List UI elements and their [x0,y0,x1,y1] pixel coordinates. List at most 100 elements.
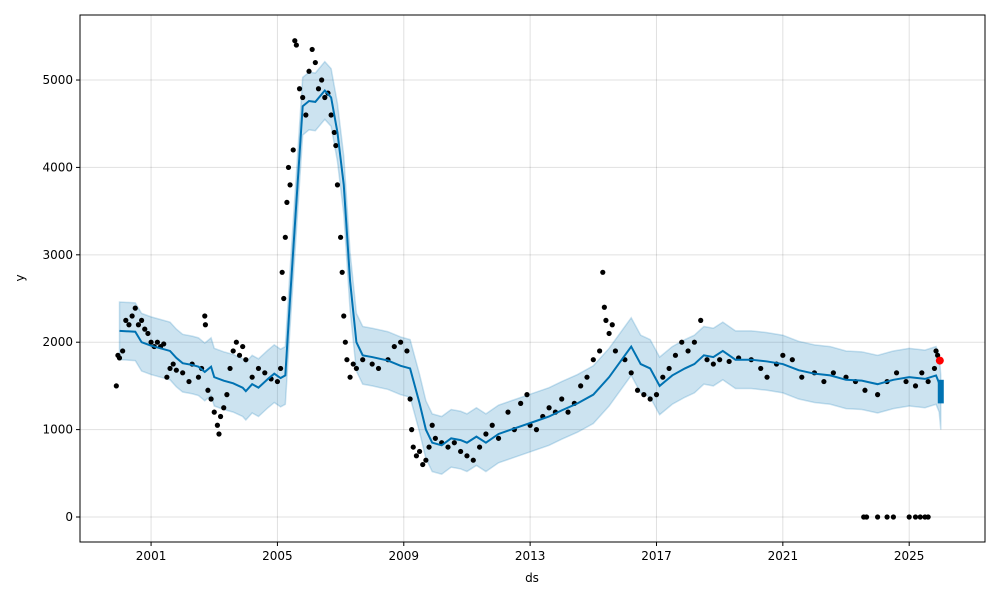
observed-point [344,357,350,363]
observed-point [170,361,176,367]
observed-point [274,378,281,385]
observed-point [113,383,119,389]
observed-point [284,199,290,205]
observed-point [167,365,173,372]
observed-point [603,317,609,323]
observed-point [208,396,214,402]
forecast-line [119,88,944,447]
observed-point [309,46,315,53]
observed-point [249,374,255,380]
observed-point [202,322,209,328]
observed-point [360,357,366,363]
observed-point [606,330,612,337]
y-tick-label: 5000 [42,73,73,87]
observed-point [333,142,339,149]
observed-point [319,77,325,83]
observed-point [138,317,145,323]
highlight-point [935,356,944,365]
observed-point [236,352,243,358]
observed-point [789,357,795,363]
observed-point [601,304,607,310]
observed-point [116,355,123,361]
observed-point [328,112,334,118]
observed-point [281,295,287,302]
observed-point [224,392,230,398]
observed-point [799,374,805,380]
observed-point [195,374,202,380]
observed-point [830,370,836,376]
observed-point [202,313,208,319]
observed-point [300,94,306,101]
observed-point [612,348,619,354]
observed-point [780,352,786,358]
observed-point [216,431,222,437]
observed-point [211,409,217,415]
x-tick-label: 2005 [262,549,293,563]
observed-point [533,427,540,433]
observed-point [821,378,827,385]
observed-point [334,182,341,188]
observed-point [217,413,224,420]
observed-point [407,396,413,402]
observed-point [931,365,938,372]
observed-point [862,387,868,393]
observed-point [634,387,641,393]
observed-point [884,514,890,520]
x-tick-label: 2017 [641,549,672,563]
observed-point [350,361,356,367]
observed-point [647,396,653,402]
x-tick-label: 2009 [389,549,420,563]
observed-point [255,365,262,372]
observed-point [423,457,429,463]
forecast-segment [937,379,944,404]
observed-point [590,357,596,363]
observed-point [180,370,186,376]
x-axis-label: ds [525,571,539,585]
observed-point [672,352,679,358]
observed-point [375,365,382,372]
observed-point [322,94,328,101]
x-tick-label: 2013 [515,549,546,563]
observed-point [925,514,931,520]
observed-point [341,313,347,319]
observed-point [903,378,909,385]
y-tick-label: 1000 [42,423,73,437]
observed-point [546,405,552,411]
observed-point [912,514,919,520]
observed-point [404,348,410,354]
observed-point [277,365,284,372]
observed-point [565,409,571,415]
observed-point [161,341,167,347]
observed-point [609,322,615,328]
observed-point [410,444,416,450]
observed-point [429,422,435,428]
plot-frame [79,14,986,543]
observed-point [584,374,590,380]
observed-point [597,348,603,354]
observed-point [464,453,470,459]
x-tick-label: 2001 [136,549,167,563]
y-axis-ticks: 0 1000 2000 3000 4000 5000 [42,73,80,524]
observed-point [758,365,764,372]
x-axis-ticks: 2001 2005 2009 2013 2017 2021 2025 [136,542,924,563]
observed-point [925,378,931,385]
observed-point [285,164,292,171]
observed-point [489,422,495,428]
observed-point [279,269,285,275]
plot-area [80,15,985,542]
observed-point [315,86,322,92]
observed-point [764,374,770,380]
uncertainty-band [118,60,942,476]
observed-point [398,339,404,345]
observed-point [420,461,426,468]
observed-point [243,357,249,363]
observed-point [691,339,697,345]
observed-point [409,427,415,433]
observed-point [559,396,565,402]
observed-point [912,383,919,389]
grid [80,15,985,542]
observed-point [306,68,312,74]
observed-point [710,361,716,367]
observed-point [145,330,151,337]
